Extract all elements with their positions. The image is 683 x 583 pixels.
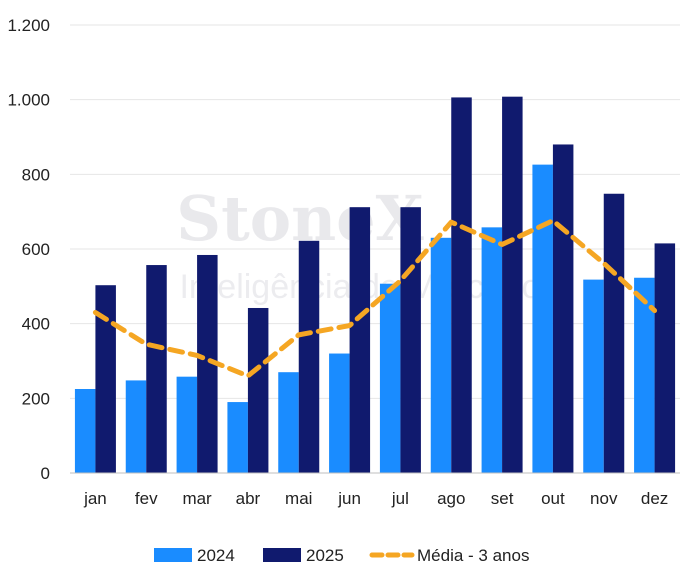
- bar-2024: [583, 279, 604, 473]
- x-tick-label: mar: [182, 489, 212, 508]
- y-tick-label: 400: [22, 315, 50, 334]
- x-tick-label: jul: [391, 489, 409, 508]
- legend-label-2025: 2025: [306, 546, 344, 565]
- x-tick-label: dez: [641, 489, 668, 508]
- y-tick-label: 1.200: [7, 16, 50, 35]
- y-tick-label: 800: [22, 165, 50, 184]
- bar-2025: [654, 243, 676, 473]
- x-tick-label: jan: [83, 489, 107, 508]
- x-tick-label: set: [491, 489, 514, 508]
- bar-2024: [379, 283, 401, 473]
- bar-2024: [481, 227, 503, 473]
- bar-2025: [146, 265, 167, 473]
- bar-2024: [278, 372, 299, 473]
- average-line: [92, 218, 658, 379]
- average-line-path: [92, 218, 658, 379]
- x-axis-ticks: jan fev mar abr mai jun jul ago set out nov dez: [83, 489, 668, 508]
- bar-2024: [329, 353, 350, 473]
- bar-2024: [430, 237, 452, 473]
- bar-2025: [298, 240, 320, 473]
- bar-2024: [74, 389, 96, 473]
- x-tick-label: nov: [590, 489, 618, 508]
- bar-2025: [451, 97, 472, 473]
- bar-2024: [634, 277, 655, 473]
- bar-2025: [247, 307, 269, 473]
- y-tick-label: 1.000: [7, 91, 50, 110]
- x-tick-label: abr: [236, 489, 261, 508]
- y-tick-label: 0: [41, 464, 50, 483]
- legend: 2024 2025 Média - 3 anos: [154, 546, 529, 565]
- bar-2024: [227, 402, 248, 473]
- legend-label-2024: 2024: [197, 546, 235, 565]
- y-tick-label: 600: [22, 240, 50, 259]
- x-tick-label: out: [541, 489, 565, 508]
- bars: [74, 96, 676, 474]
- bar-2025: [502, 96, 523, 474]
- bar-2025: [95, 285, 116, 473]
- bar-2024: [176, 376, 198, 473]
- gridlines: [70, 24, 680, 399]
- bar-2025: [603, 193, 625, 473]
- bar-2024: [125, 380, 147, 473]
- bar-2025: [552, 144, 574, 473]
- legend-label-average: Média - 3 anos: [417, 546, 529, 565]
- x-tick-label: jun: [337, 489, 361, 508]
- legend-swatch-2024: [154, 548, 192, 562]
- x-tick-label: fev: [135, 489, 158, 508]
- x-tick-label: ago: [437, 489, 465, 508]
- y-axis-ticks: 0 200 400 600 800 1.000 1.200: [7, 16, 50, 483]
- bar-2025: [400, 207, 421, 474]
- legend-swatch-2025: [263, 548, 301, 562]
- y-tick-label: 200: [22, 389, 50, 408]
- bar-2025: [197, 254, 218, 473]
- bar-2024: [532, 164, 553, 474]
- bar-2025: [349, 207, 371, 474]
- x-tick-label: mai: [285, 489, 312, 508]
